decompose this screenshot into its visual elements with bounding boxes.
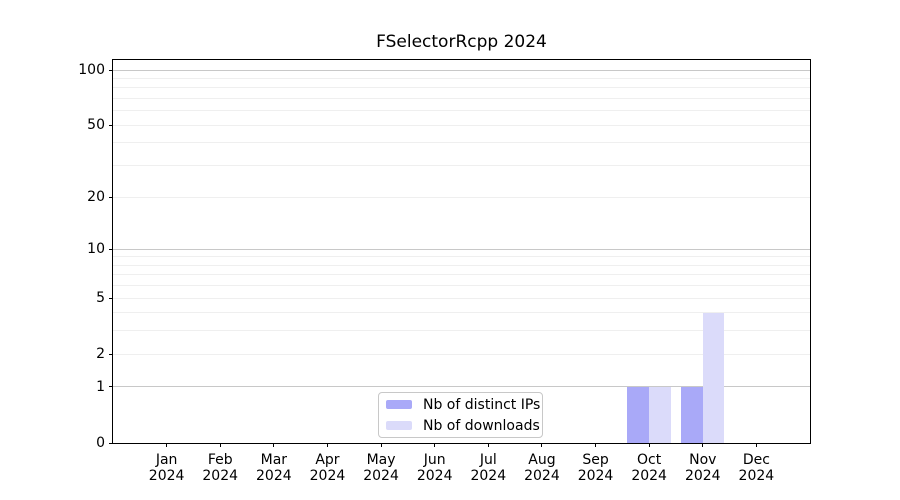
y-tick-label: 2 [96,346,105,363]
minor-gridline [113,353,810,355]
minor-gridline [113,165,810,167]
year-label: 2024 [631,468,667,484]
bar-downloads [649,386,671,443]
y-tick [109,353,113,355]
y-tick-label: 20 [87,189,105,205]
x-tick [648,443,650,447]
x-tick-label: Apr 2024 [295,452,359,484]
month-label: Jul [479,452,497,468]
major-gridline [113,386,810,388]
y-tick-label: 0 [96,435,105,451]
x-tick-label: Aug 2024 [510,452,574,484]
minor-gridline [113,110,810,112]
y-tick [109,69,113,71]
y-tick-label: 10 [87,241,105,258]
x-tick [166,443,168,447]
x-tick-label: May 2024 [349,452,413,484]
x-tick [487,443,489,447]
legend: Nb of distinct IPs Nb of downloads [378,392,543,438]
y-tick-label: 1 [96,378,105,395]
x-tick-label: Dec 2024 [724,452,788,484]
minor-gridline [113,285,810,287]
year-label: 2024 [363,468,399,484]
month-label: Feb [207,452,233,468]
x-tick-label: Jan 2024 [135,452,199,484]
bar-downloads [702,312,725,443]
y-tick [109,124,113,126]
chart-title: FSelectorRcpp 2024 [376,32,547,52]
year-label: 2024 [416,468,453,484]
year-label: 2024 [309,468,346,484]
x-tick-label: Jun 2024 [403,452,467,484]
bar-distinct-ips [627,386,650,443]
major-gridline [113,69,810,71]
major-gridline [113,248,810,250]
x-tick [326,443,328,447]
minor-gridline [113,312,810,314]
minor-gridline [113,274,810,276]
y-tick-label: 100 [78,62,105,79]
month-label: Jun [423,452,446,468]
legend-row: Nb of downloads [386,417,540,434]
y-tick [109,297,113,299]
month-label: Nov [689,452,717,468]
year-label: 2024 [202,468,239,484]
year-label: 2024 [524,468,560,484]
legend-swatch-downloads [386,421,412,430]
legend-label: Nb of distinct IPs [423,396,541,413]
y-tick [109,386,113,388]
year-label: 2024 [148,468,185,484]
x-tick [273,443,275,447]
x-tick-label: Nov 2024 [671,452,735,484]
x-tick-label: Jul 2024 [456,452,520,484]
month-label: Dec [742,452,770,468]
month-label: Sep [582,452,609,468]
x-tick-label: Sep 2024 [564,452,628,484]
x-tick [541,443,543,447]
minor-gridline [113,297,810,299]
x-tick [702,443,704,447]
month-label: Aug [528,452,556,468]
y-tick [109,442,113,444]
bar-distinct-ips [681,386,703,443]
minor-gridline [113,87,810,89]
x-tick-label: Feb 2024 [188,452,252,484]
minor-gridline [113,330,810,332]
legend-label: Nb of downloads [423,417,540,434]
y-tick [109,248,113,250]
legend-swatch-distinct-ips [386,400,412,409]
year-label: 2024 [577,468,614,484]
minor-gridline [113,124,810,126]
month-label: Jan [155,452,178,468]
month-label: Apr [315,452,340,468]
year-label: 2024 [738,468,775,484]
y-tick-label: 5 [96,290,105,307]
x-tick-label: Mar 2024 [242,452,306,484]
month-label: Mar [260,452,288,468]
plot-area [112,59,811,444]
x-tick [219,443,221,447]
y-tick-label: 50 [87,117,105,134]
year-label: 2024 [470,468,507,484]
minor-gridline [113,264,810,266]
month-label: May [366,452,396,468]
year-label: 2024 [684,468,721,484]
minor-gridline [113,196,810,198]
minor-gridline [113,98,810,100]
x-tick [755,443,757,447]
x-tick [380,443,382,447]
x-tick [595,443,597,447]
minor-gridline [113,142,810,144]
month-label: Oct [637,452,662,468]
minor-gridline [113,78,810,80]
x-tick [434,443,436,447]
year-label: 2024 [256,468,292,484]
minor-gridline [113,256,810,258]
legend-row: Nb of distinct IPs [386,396,541,413]
x-tick-label: Oct 2024 [617,452,681,484]
y-tick [109,196,113,198]
